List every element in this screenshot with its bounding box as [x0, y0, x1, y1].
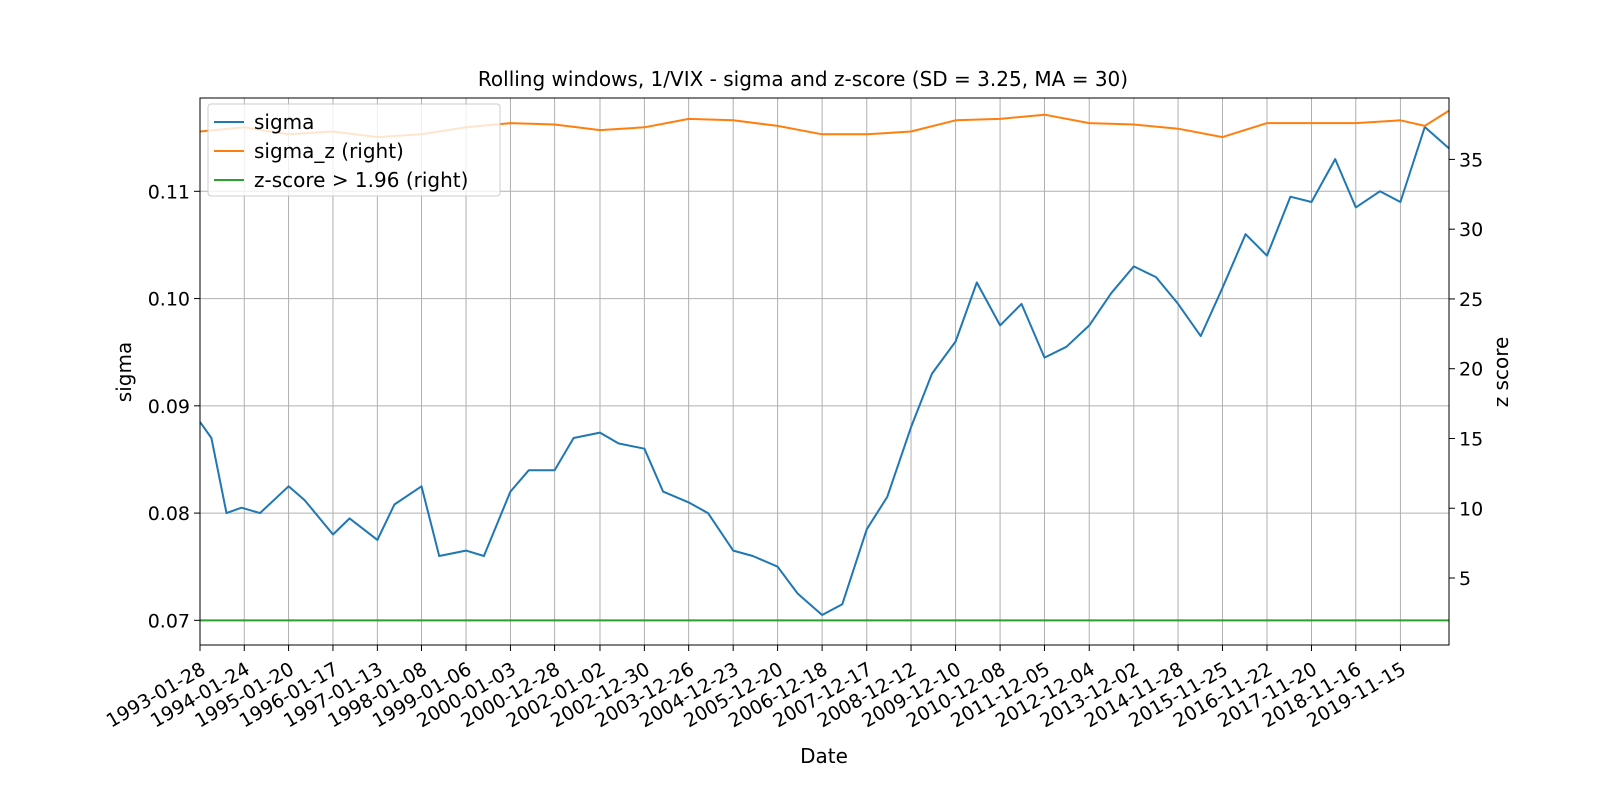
y-right-tick-label: 35: [1459, 149, 1483, 171]
legend-label: z-score > 1.96 (right): [254, 168, 468, 192]
y-right-tick-label: 15: [1459, 428, 1483, 450]
y-axis-left-label: sigma: [112, 342, 136, 402]
y-left-tick-label: 0.09: [148, 396, 190, 418]
y-right-tick-label: 20: [1459, 359, 1483, 381]
y-left-tick-label: 0.07: [148, 610, 190, 632]
y-axis-left: 0.07 0.08 0.09 0.10 0.11: [148, 181, 200, 632]
plot-frame: [199, 97, 1450, 646]
y-axis-right: 5 10 15 20 25 30 35: [1449, 149, 1483, 590]
x-axis-label: Date: [800, 744, 848, 768]
y-right-tick-label: 5: [1459, 568, 1471, 590]
y-left-tick-label: 0.10: [148, 289, 190, 311]
y-axis-right-label: z score: [1489, 337, 1513, 408]
legend-label: sigma_z (right): [254, 139, 404, 163]
legend-label: sigma: [254, 110, 314, 134]
legend: sigma sigma_z (right) z-score > 1.96 (righ…: [207, 103, 501, 197]
y-right-tick-label: 10: [1459, 498, 1483, 520]
legend-box: [207, 103, 501, 197]
y-left-tick-label: 0.11: [148, 181, 190, 203]
y-right-tick-label: 25: [1459, 289, 1483, 311]
y-left-tick-label: 0.08: [148, 503, 190, 525]
series-line-sigma: [199, 126, 1450, 616]
y-right-tick-label: 30: [1459, 219, 1483, 241]
chart-title: Rolling windows, 1/VIX - sigma and z-sco…: [478, 67, 1128, 91]
